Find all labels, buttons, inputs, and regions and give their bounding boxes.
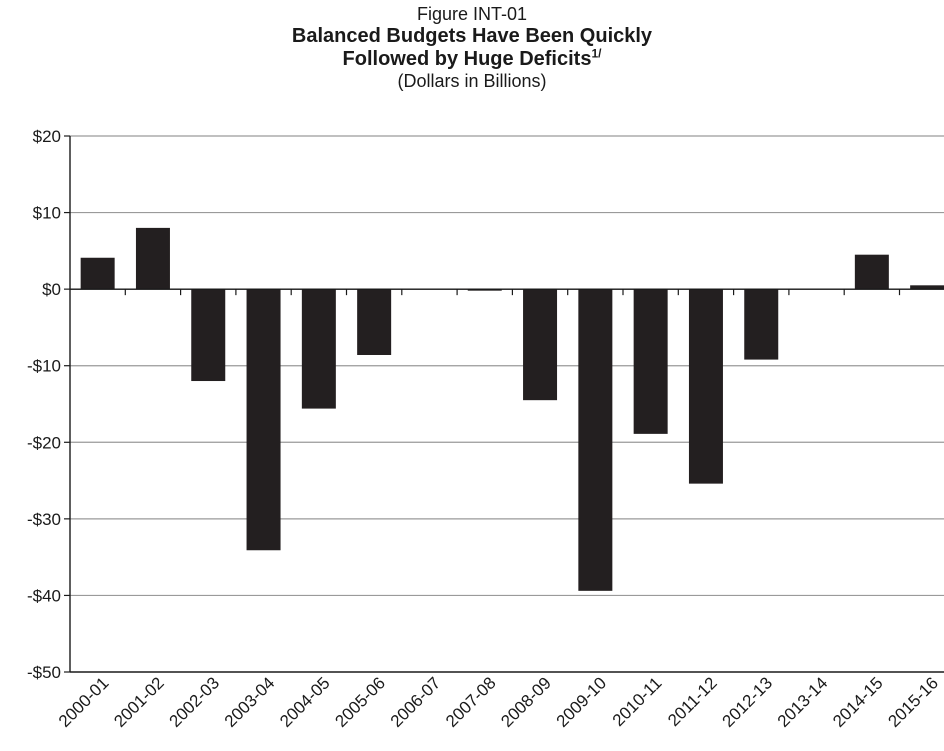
x-tick-label: 2015-16 <box>884 673 942 731</box>
x-tick-label: 2011-12 <box>664 673 721 730</box>
y-tick-label: $0 <box>42 280 61 299</box>
y-tick-label: -$20 <box>27 433 61 452</box>
bar <box>689 289 723 483</box>
y-tick-label: -$50 <box>27 663 61 682</box>
bar <box>634 289 668 434</box>
bar <box>523 289 557 400</box>
y-tick-label: $10 <box>33 204 61 223</box>
x-tick-label: 2003-04 <box>221 673 279 731</box>
bar <box>578 289 612 591</box>
x-tick-label: 2014-15 <box>829 673 887 731</box>
bar <box>357 289 391 355</box>
x-tick-label: 2000-01 <box>55 673 113 731</box>
bar <box>191 289 225 381</box>
y-tick-label: -$40 <box>27 586 61 605</box>
axes <box>64 136 944 672</box>
x-tick-label: 2001-02 <box>110 673 168 731</box>
bar <box>744 289 778 359</box>
x-tick-label: 2002-03 <box>166 673 224 731</box>
bar <box>302 289 336 408</box>
bar <box>247 289 281 550</box>
x-tick-label: 2009-10 <box>553 673 611 731</box>
bars <box>81 228 944 591</box>
axis-labels: $20 $10 $0 -$10 -$20 -$30 -$40 -$502000-012001-… <box>27 127 942 731</box>
bar <box>136 228 170 289</box>
bar <box>855 255 889 289</box>
y-tick-label: $20 <box>33 127 61 146</box>
y-tick-label: -$30 <box>27 510 61 529</box>
bar <box>81 258 115 289</box>
y-tick-label: -$10 <box>27 357 61 376</box>
x-tick-label: 2013-14 <box>774 673 832 731</box>
x-tick-label: 2007-08 <box>442 673 500 731</box>
x-tick-label: 2012-13 <box>719 673 777 731</box>
x-tick-label: 2004-05 <box>276 673 334 731</box>
x-tick-label: 2010-11 <box>609 673 666 730</box>
x-tick-label: 2006-07 <box>387 673 445 731</box>
x-tick-label: 2008-09 <box>497 673 555 731</box>
x-tick-label: 2005-06 <box>331 673 389 731</box>
